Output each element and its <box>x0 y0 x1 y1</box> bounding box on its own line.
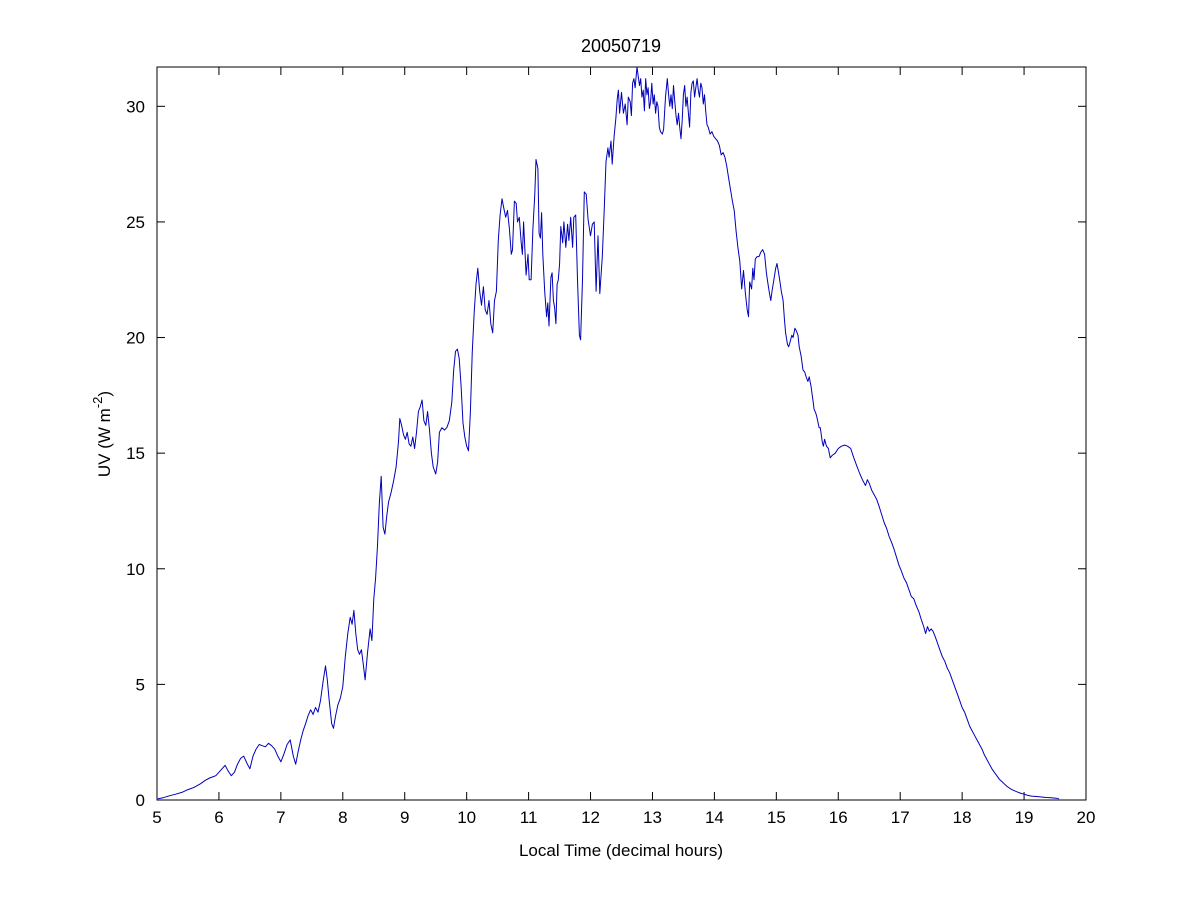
x-tick-label: 8 <box>338 808 347 827</box>
x-tick-label: 9 <box>400 808 409 827</box>
x-tick-label: 14 <box>705 808 724 827</box>
x-tick-label: 12 <box>581 808 600 827</box>
chart-title: 20050719 <box>581 36 661 56</box>
plot-box <box>156 66 1087 801</box>
x-axis-label: Local Time (decimal hours) <box>519 841 723 860</box>
y-axis-label-superscript: -2 <box>90 397 105 409</box>
y-tick-label: 15 <box>126 444 145 463</box>
x-tick-label: 6 <box>214 808 223 827</box>
x-tick-label: 7 <box>276 808 285 827</box>
y-axis-tick-labels: 0 5 10 15 20 25 30 <box>126 97 145 810</box>
y-axis-label-post: ) <box>95 391 114 397</box>
x-tick-label: 11 <box>520 808 538 827</box>
x-tick-label: 19 <box>1015 808 1034 827</box>
y-tick-label: 0 <box>136 791 145 810</box>
x-tick-label: 18 <box>953 808 972 827</box>
y-axis-label-pre: UV (W m <box>95 408 114 477</box>
y-tick-label: 5 <box>136 675 145 694</box>
x-axis-tick-labels: 5 6 7 8 9 10 11 12 13 14 15 16 17 18 19 20 <box>152 808 1095 827</box>
uv-data-line <box>157 66 1060 800</box>
x-tick-label: 16 <box>829 808 848 827</box>
y-tick-label: 10 <box>126 560 145 579</box>
y-axis-label: UV (W m-2) <box>90 391 114 477</box>
x-tick-label: 15 <box>767 808 786 827</box>
x-tick-label: 5 <box>152 808 161 827</box>
x-tick-label: 17 <box>891 808 910 827</box>
y-tick-label: 30 <box>126 97 145 116</box>
y-tick-label: 20 <box>126 329 145 348</box>
y-tick-label: 25 <box>126 213 145 232</box>
x-tick-label: 20 <box>1077 808 1096 827</box>
x-tick-label: 10 <box>457 808 476 827</box>
axis-ticks <box>156 67 1087 801</box>
x-tick-label: 13 <box>643 808 662 827</box>
